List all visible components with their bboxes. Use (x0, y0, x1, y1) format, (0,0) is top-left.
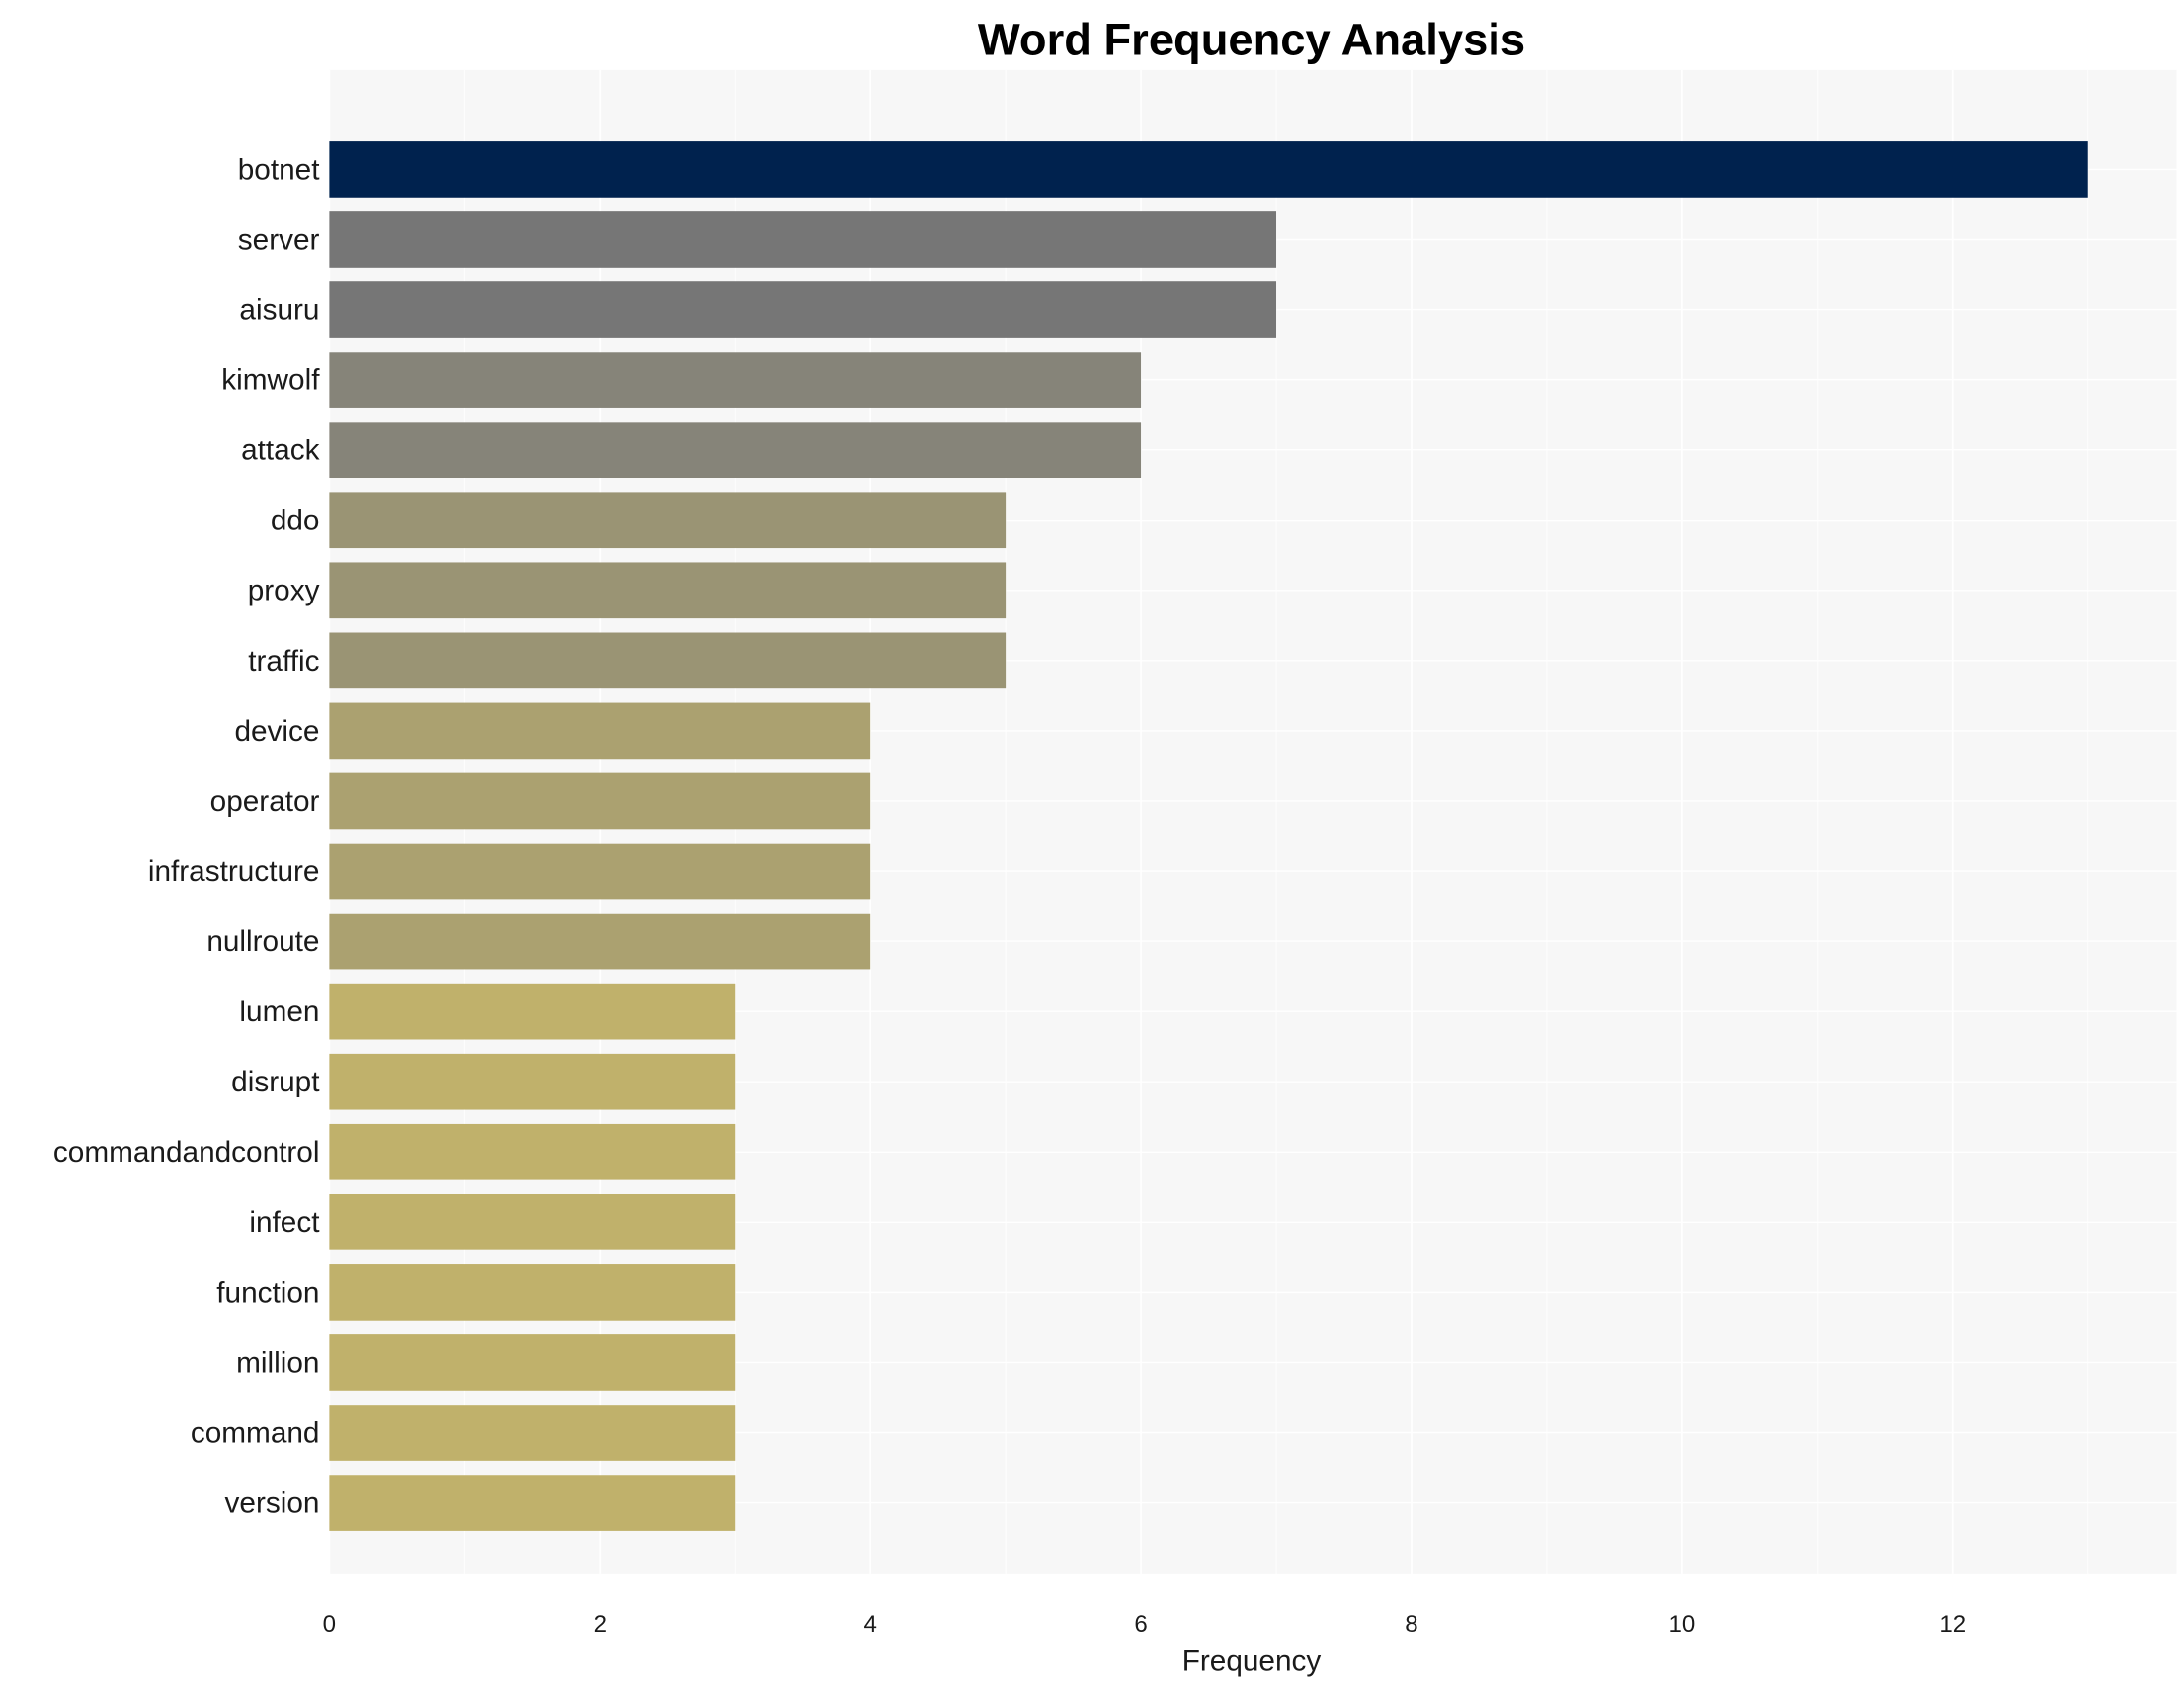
y-tick-label: proxy (248, 575, 320, 607)
x-tick-label: 10 (1668, 1611, 1695, 1638)
x-tick-label: 8 (1405, 1611, 1417, 1638)
y-tick-label: infrastructure (148, 855, 320, 888)
y-tick-label: version (225, 1487, 320, 1519)
bar-server (329, 211, 1277, 268)
bar-commandandcontrol (329, 1123, 736, 1180)
y-tick-label: commandandcontrol (53, 1136, 320, 1168)
bar-version (329, 1475, 736, 1531)
y-tick-labels: botnet server aisuru kimwolf attack ddo proxy t… (53, 153, 320, 1519)
bar-lumen (329, 983, 736, 1040)
bar-ddo (329, 492, 1007, 549)
y-tick-label: disrupt (231, 1066, 320, 1098)
chart-title: Word Frequency Analysis (978, 14, 1525, 64)
y-tick-label: operator (210, 785, 320, 818)
y-tick-label: traffic (248, 645, 319, 678)
bar-infrastructure (329, 843, 871, 900)
y-tick-label: function (216, 1276, 319, 1309)
bar-botnet (329, 141, 2088, 198)
bar-attack (329, 422, 1142, 479)
bar-kimwolf (329, 352, 1142, 408)
x-tick-label: 0 (323, 1611, 336, 1638)
bar-nullroute (329, 913, 871, 970)
y-tick-label: aisuru (239, 293, 319, 326)
bar-function (329, 1264, 736, 1321)
x-tick-label: 12 (1939, 1611, 1966, 1638)
bar-disrupt (329, 1053, 736, 1110)
y-tick-label: kimwolf (221, 364, 320, 397)
y-tick-label: server (238, 223, 320, 256)
x-tick-labels: 0 2 4 6 8 10 12 (323, 1611, 1967, 1638)
y-tick-label: device (234, 715, 319, 748)
bar-device (329, 702, 871, 760)
bar-operator (329, 772, 871, 830)
y-tick-label: attack (241, 435, 319, 467)
x-axis-label: Frequency (1182, 1646, 1322, 1678)
y-tick-label: ddo (271, 505, 320, 537)
bar-command (329, 1405, 736, 1461)
x-tick-label: 6 (1134, 1611, 1147, 1638)
bar-infect (329, 1193, 736, 1250)
y-tick-label: nullroute (206, 925, 319, 958)
bar-proxy (329, 562, 1007, 619)
y-tick-label: million (236, 1346, 319, 1379)
x-tick-label: 4 (863, 1611, 876, 1638)
bar-million (329, 1334, 736, 1391)
y-tick-label: infect (249, 1206, 320, 1239)
y-tick-label: lumen (239, 996, 319, 1028)
bar-aisuru (329, 282, 1277, 338)
x-tick-label: 2 (594, 1611, 607, 1638)
y-tick-label: command (191, 1416, 320, 1449)
y-tick-label: botnet (238, 153, 320, 186)
bar-traffic (329, 632, 1007, 689)
bars (329, 141, 2088, 1531)
